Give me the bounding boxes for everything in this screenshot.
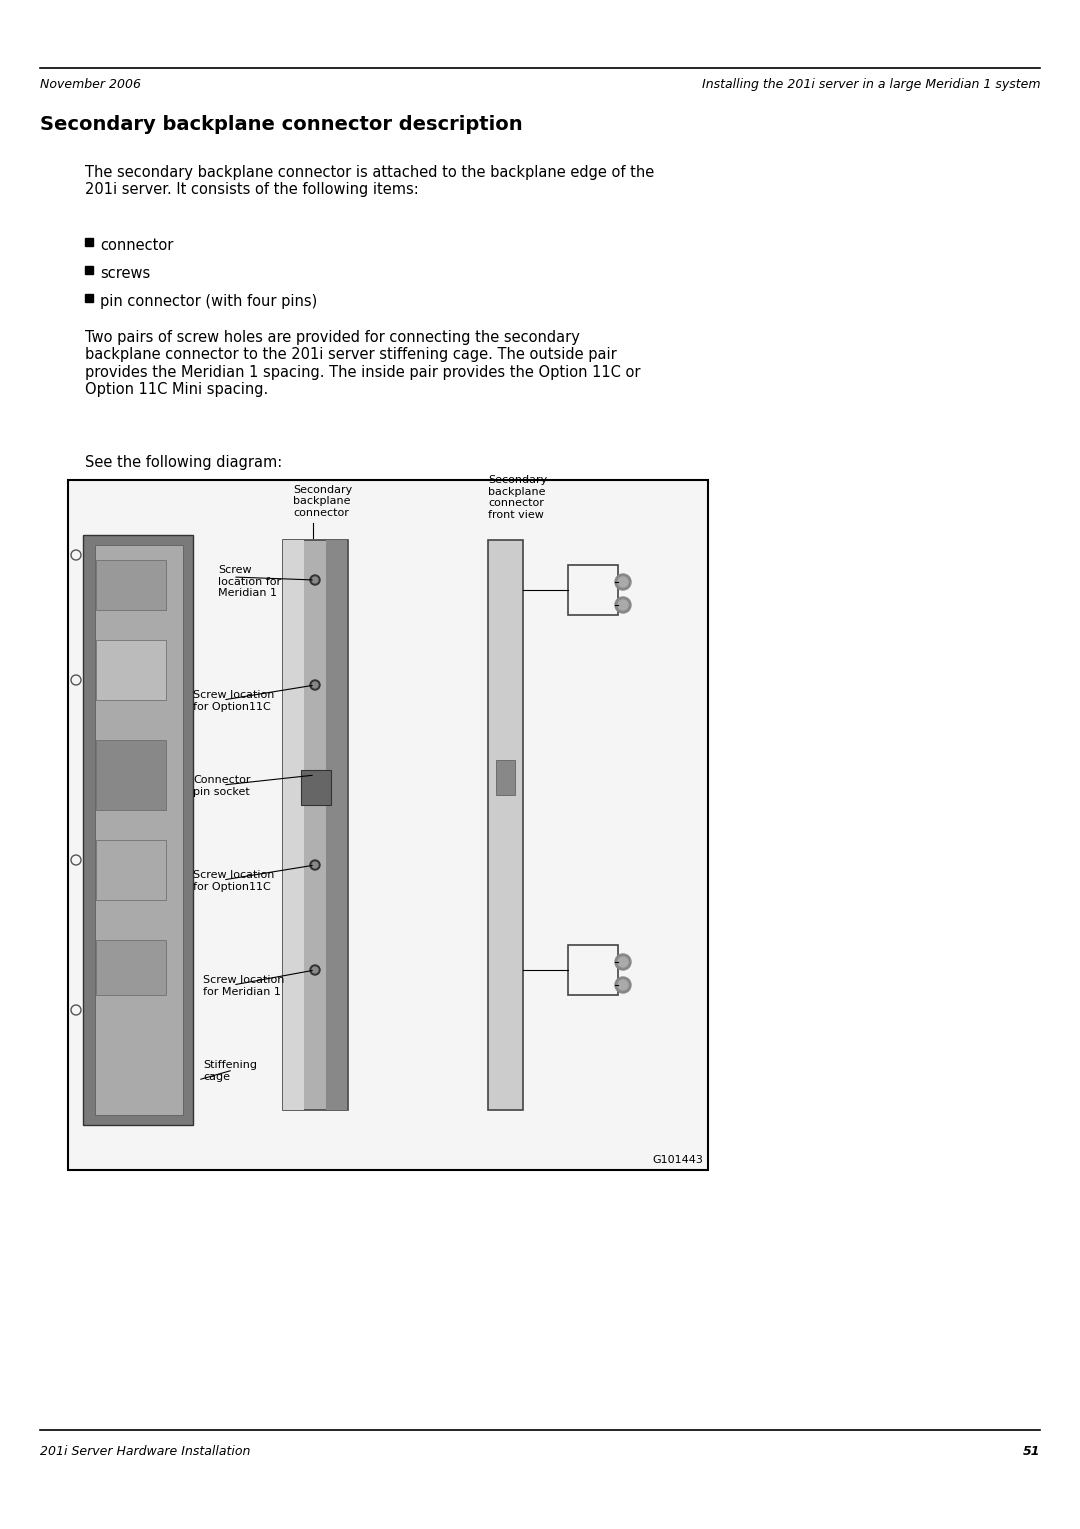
Bar (283, 540, 303, 1110)
Circle shape (312, 966, 318, 972)
Text: Screw location
for Option11C: Screw location for Option11C (193, 870, 274, 891)
Text: screws: screws (100, 266, 150, 281)
Bar (488, 540, 523, 1110)
Text: Screw
location for
Meridian 1: Screw location for Meridian 1 (218, 566, 281, 598)
Bar (85, 294, 93, 303)
Text: 51: 51 (1023, 1445, 1040, 1459)
Bar (568, 945, 618, 995)
Text: Connector
pin socket: Connector pin socket (193, 775, 251, 797)
Text: November 2006: November 2006 (40, 78, 141, 92)
Text: Installing the 201i server in a large Meridian 1 system: Installing the 201i server in a large Me… (702, 78, 1040, 92)
Bar (96, 839, 166, 901)
Circle shape (618, 599, 627, 610)
Text: connector: connector (100, 239, 174, 252)
Text: Stiffening
cage: Stiffening cage (203, 1060, 257, 1081)
Bar (283, 540, 348, 1110)
Text: See the following diagram:: See the following diagram: (85, 456, 282, 469)
Text: Screw location
for Option11C: Screw location for Option11C (193, 690, 274, 711)
Bar (96, 940, 166, 995)
Circle shape (615, 573, 631, 590)
Circle shape (312, 682, 318, 688)
Circle shape (615, 954, 631, 969)
Circle shape (615, 977, 631, 992)
Bar (301, 771, 330, 804)
Text: Secondary
backplane
connector
front view: Secondary backplane connector front view (488, 476, 548, 520)
Circle shape (312, 862, 318, 868)
Text: Secondary backplane connector description: Secondary backplane connector descriptio… (40, 115, 523, 135)
Bar (326, 540, 347, 1110)
Text: Secondary
backplane
connector: Secondary backplane connector (293, 485, 352, 518)
Text: The secondary backplane connector is attached to the backplane edge of the
201i : The secondary backplane connector is att… (85, 165, 654, 197)
Text: Two pairs of screw holes are provided for connecting the secondary
backplane con: Two pairs of screw holes are provided fo… (85, 330, 640, 398)
Bar (96, 740, 166, 810)
Bar (496, 760, 515, 795)
Bar (83, 535, 193, 1125)
Bar (68, 480, 708, 1170)
Circle shape (310, 965, 320, 976)
Circle shape (618, 957, 627, 966)
Bar (95, 544, 183, 1115)
Circle shape (618, 980, 627, 989)
Bar (85, 266, 93, 274)
Circle shape (310, 859, 320, 870)
Circle shape (615, 596, 631, 613)
Circle shape (312, 576, 318, 583)
Text: pin connector (with four pins): pin connector (with four pins) (100, 294, 318, 309)
Circle shape (618, 576, 627, 587)
Circle shape (310, 575, 320, 586)
Text: Screw location
for Meridian 1: Screw location for Meridian 1 (203, 976, 284, 997)
Bar (568, 566, 618, 615)
Text: 201i Server Hardware Installation: 201i Server Hardware Installation (40, 1445, 251, 1459)
Bar (96, 560, 166, 610)
Bar (85, 239, 93, 246)
Text: G101443: G101443 (652, 1154, 703, 1165)
Bar (96, 641, 166, 700)
Circle shape (310, 680, 320, 690)
